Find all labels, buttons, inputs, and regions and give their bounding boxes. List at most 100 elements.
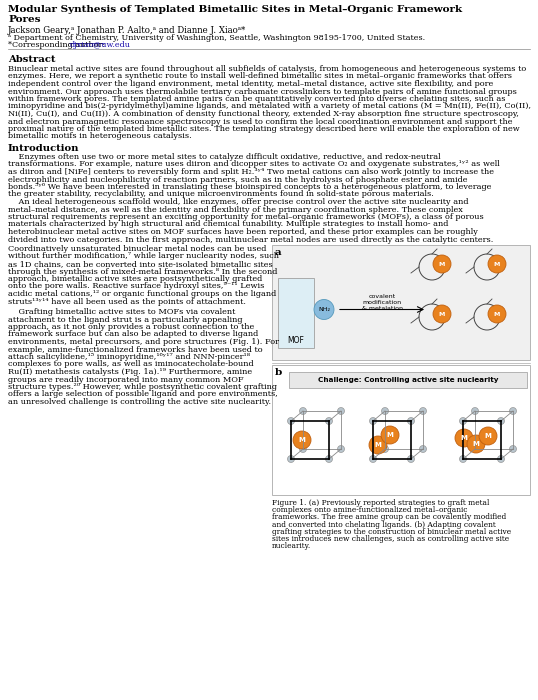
Circle shape [407, 417, 414, 424]
Text: Binuclear metal active sites are found throughout all subfields of catalysis, fr: Binuclear metal active sites are found t… [8, 65, 526, 73]
FancyBboxPatch shape [289, 372, 527, 388]
Circle shape [509, 407, 516, 414]
Text: NH₂: NH₂ [318, 307, 330, 312]
Circle shape [287, 456, 294, 463]
Text: Pores: Pores [8, 15, 40, 24]
Text: example, amine-functionalized frameworks have been used to: example, amine-functionalized frameworks… [8, 346, 263, 354]
Text: M: M [494, 262, 500, 267]
Text: as diiron and [NiFe] centers to reversibly form and split H₂.³ʸ⁴ Two metal catio: as diiron and [NiFe] centers to reversib… [8, 168, 494, 176]
Text: MOF: MOF [288, 336, 305, 345]
Circle shape [498, 417, 505, 424]
Text: framework surface but can also be adapted to diverse ligand: framework surface but can also be adapte… [8, 330, 258, 339]
Text: iminopyridine and bis(2-pyridylmethyl)amine ligands, and metalated with a variet: iminopyridine and bis(2-pyridylmethyl)am… [8, 102, 531, 111]
Text: covalent
modification
& metalation: covalent modification & metalation [362, 295, 402, 311]
Text: attach salicylidene,¹⁵ iminopyridine,¹⁶ʸ¹⁷ and NNN-pincer¹⁸: attach salicylidene,¹⁵ iminopyridine,¹⁶ʸ… [8, 353, 250, 361]
Text: heterobinuclear metal active sites on MOF surfaces have been reported, and these: heterobinuclear metal active sites on MO… [8, 228, 478, 236]
Text: as 1D chains, can be converted into site-isolated bimetallic sites: as 1D chains, can be converted into site… [8, 260, 273, 268]
Circle shape [459, 456, 466, 463]
Circle shape [337, 407, 344, 414]
Text: sites introduces new challenges, such as controlling active site: sites introduces new challenges, such as… [272, 535, 509, 543]
Text: approach, bimetallic active sites are postsynthetically grafted: approach, bimetallic active sites are po… [8, 275, 262, 283]
Text: proximal nature of the templated bimetallic sites. The templating strategy descr: proximal nature of the templated bimetal… [8, 125, 520, 133]
Text: M: M [472, 441, 479, 447]
Circle shape [479, 427, 497, 445]
Circle shape [455, 429, 473, 447]
Circle shape [381, 426, 399, 444]
Text: M: M [439, 312, 445, 316]
Text: ᵃ Department of Chemistry, University of Washington, Seattle, Washington 98195-1: ᵃ Department of Chemistry, University of… [8, 34, 425, 42]
Circle shape [471, 407, 478, 414]
Text: Abstract: Abstract [8, 55, 55, 64]
Text: Jackson Geary,ᵃ Jonathan P. Aalto,ᵃ and Dianne J. Xiaoᵃ*: Jackson Geary,ᵃ Jonathan P. Aalto,ᵃ and … [8, 26, 246, 35]
Text: environments, metal precursors, and pore structures (Fig. 1). For: environments, metal precursors, and pore… [8, 338, 279, 346]
Text: complexes to pore walls, as well as iminocatecholate-bound: complexes to pore walls, as well as imin… [8, 360, 253, 368]
Circle shape [459, 417, 466, 424]
Circle shape [381, 407, 388, 414]
Text: structural requirements represent an exciting opportunity for metal–organic fram: structural requirements represent an exc… [8, 213, 484, 221]
Text: Coordinatively unsaturated binuclear metal nodes can be used: Coordinatively unsaturated binuclear met… [8, 245, 266, 253]
Text: M: M [439, 262, 445, 267]
Text: struts¹³ʸ¹⁴ have all been used as the points of attachment.: struts¹³ʸ¹⁴ have all been used as the po… [8, 298, 246, 305]
Text: M: M [387, 432, 393, 438]
Circle shape [420, 407, 427, 414]
FancyBboxPatch shape [272, 245, 530, 360]
Text: bimetallic motifs in heterogeneous catalysis.: bimetallic motifs in heterogeneous catal… [8, 132, 192, 141]
Circle shape [407, 456, 414, 463]
Circle shape [293, 431, 311, 449]
Text: complexes onto amine-functionalized metal–organic: complexes onto amine-functionalized meta… [272, 506, 468, 514]
Circle shape [509, 445, 516, 452]
Text: electrophilicity and nucleophilicity of reaction partners, such as in the hydrol: electrophilicity and nucleophilicity of … [8, 176, 468, 183]
Circle shape [498, 456, 505, 463]
Text: materials characterized by high structural and chemical tunability. Multiple str: materials characterized by high structur… [8, 220, 448, 228]
Text: within framework pores. The templated amine pairs can be quantitatively converte: within framework pores. The templated am… [8, 95, 506, 103]
Text: and converted into chelating ligands. (b) Adapting covalent: and converted into chelating ligands. (b… [272, 521, 495, 528]
Text: transformations. For example, nature uses diiron and dicopper sites to activate : transformations. For example, nature use… [8, 160, 500, 169]
Text: the greater stability, recyclability, and unique microenvironments found in soli: the greater stability, recyclability, an… [8, 190, 434, 199]
Text: b: b [275, 368, 282, 377]
Text: attachment to the ligand strut is a particularly appealing: attachment to the ligand strut is a part… [8, 316, 243, 323]
Text: An ideal heterogeneous scaffold would, like enzymes, offer precise control over : An ideal heterogeneous scaffold would, l… [8, 198, 469, 206]
Circle shape [370, 417, 377, 424]
Circle shape [433, 305, 451, 323]
Text: Modular Synthesis of Templated Bimetallic Sites in Metal–Organic Framework: Modular Synthesis of Templated Bimetalli… [8, 5, 462, 14]
Text: approach, as it not only provides a robust connection to the: approach, as it not only provides a robu… [8, 323, 254, 331]
Text: Figure 1. (a) Previously reported strategies to graft metal: Figure 1. (a) Previously reported strate… [272, 499, 490, 507]
Circle shape [488, 255, 506, 273]
Text: M: M [374, 442, 381, 448]
Text: Ni(II), Cu(I), and Cu(II)). A combination of density functional theory, extended: Ni(II), Cu(I), and Cu(II)). A combinatio… [8, 110, 519, 118]
Text: Challenge: Controlling active site nuclearity: Challenge: Controlling active site nucle… [318, 377, 498, 383]
Text: grafting strategies to the construction of binuclear metal active: grafting strategies to the construction … [272, 528, 511, 536]
Circle shape [420, 445, 427, 452]
Text: divided into two categories. In the first approach, multinuclear metal nodes are: divided into two categories. In the firs… [8, 235, 493, 244]
Text: enzymes. Here, we report a synthetic route to install well-defined bimetallic si: enzymes. Here, we report a synthetic rou… [8, 73, 512, 80]
Text: nuclearity.: nuclearity. [272, 542, 312, 550]
Text: Ru(II) metathesis catalysts (Fig. 1a).¹⁹ Furthermore, amine: Ru(II) metathesis catalysts (Fig. 1a).¹⁹… [8, 368, 252, 376]
FancyBboxPatch shape [278, 278, 314, 348]
Circle shape [314, 300, 334, 319]
Circle shape [300, 407, 307, 414]
FancyBboxPatch shape [272, 365, 530, 495]
Text: onto the pore walls. Reactive surface hydroxyl sites,⁹⁻¹¹ Lewis: onto the pore walls. Reactive surface hy… [8, 283, 264, 290]
Text: environment. Our approach uses thermolabile tertiary carbamate crosslinkers to t: environment. Our approach uses thermolab… [8, 88, 517, 95]
Circle shape [325, 417, 332, 424]
Text: and electron paramagnetic resonance spectroscopy is used to confirm the local co: and electron paramagnetic resonance spec… [8, 118, 513, 125]
Text: offers a large selection of possible ligand and pore environments,: offers a large selection of possible lig… [8, 391, 278, 398]
Text: acidic metal cations,¹² or organic functional groups on the ligand: acidic metal cations,¹² or organic funct… [8, 290, 276, 298]
Text: djxiao@uw.edu: djxiao@uw.edu [69, 41, 130, 49]
Circle shape [369, 436, 387, 454]
Circle shape [325, 456, 332, 463]
Text: an unresolved challenge is controlling the active site nuclearity.: an unresolved challenge is controlling t… [8, 398, 271, 406]
Circle shape [467, 435, 485, 453]
Text: M: M [299, 437, 306, 443]
Text: frameworks. The free amine group can be covalently modified: frameworks. The free amine group can be … [272, 513, 506, 522]
Circle shape [337, 445, 344, 452]
Circle shape [488, 305, 506, 323]
Circle shape [287, 417, 294, 424]
Text: a: a [275, 248, 281, 257]
Text: M: M [494, 312, 500, 316]
Text: bonds.⁵ʸ⁶ We have been interested in translating these bioinspired concepts to a: bonds.⁵ʸ⁶ We have been interested in tra… [8, 183, 491, 191]
Text: *Corresponding author:: *Corresponding author: [8, 41, 108, 49]
Text: groups are readily incorporated into many common MOF: groups are readily incorporated into man… [8, 375, 244, 384]
Text: metal–metal distance, as well as the identity and flexibility of the primary coo: metal–metal distance, as well as the ide… [8, 206, 463, 214]
Text: M: M [461, 435, 468, 441]
